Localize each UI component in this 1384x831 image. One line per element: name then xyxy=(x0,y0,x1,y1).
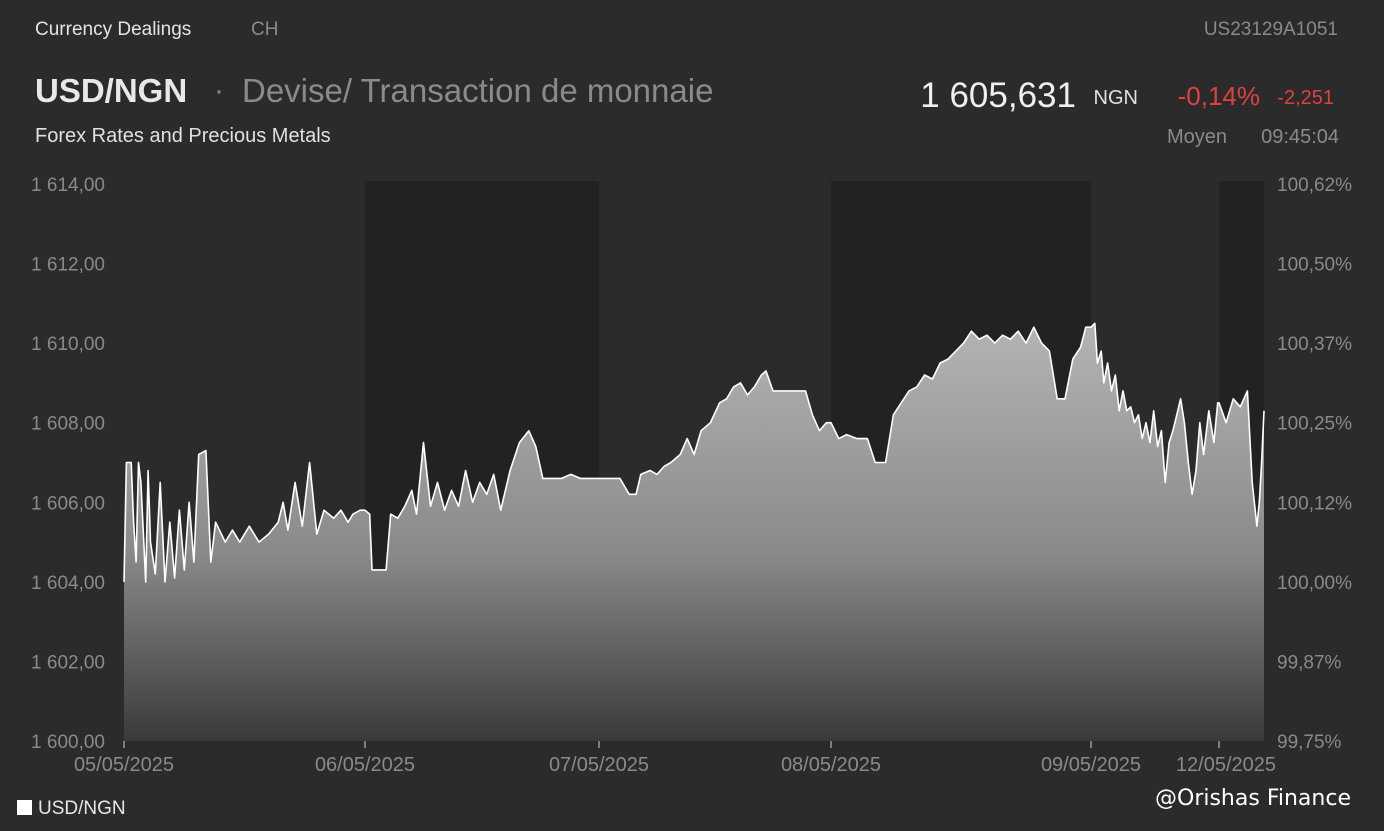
pair-title: USD/NGN xyxy=(35,72,188,109)
price-type: Moyen xyxy=(1166,126,1227,148)
y2-tick-label: 100,37% xyxy=(1277,334,1352,355)
change-percent: -0,14% xyxy=(1177,81,1260,111)
y-tick-label: 1 610,00 xyxy=(31,334,105,355)
x-tick-label: 08/05/2025 xyxy=(781,754,881,776)
watermark: @Orishas Finance xyxy=(1155,786,1351,811)
title-separator: · xyxy=(214,74,224,107)
x-tick-label: 06/05/2025 xyxy=(315,754,415,776)
x-tick-label: 07/05/2025 xyxy=(549,754,649,776)
country-code: CH xyxy=(251,19,279,40)
y-tick-label: 1 606,00 xyxy=(31,493,105,514)
x-tick-label: 05/05/2025 xyxy=(74,754,174,776)
y-tick-label: 1 612,00 xyxy=(31,255,105,276)
y2-tick-label: 100,62% xyxy=(1277,175,1352,196)
y-tick-label: 1 614,00 xyxy=(31,175,105,196)
source-label: Currency Dealings xyxy=(35,19,192,40)
legend-swatch xyxy=(17,800,32,815)
y-tick-label: 1 604,00 xyxy=(31,573,105,594)
y-tick-label: 1 600,00 xyxy=(31,732,105,753)
y2-tick-label: 99,87% xyxy=(1277,652,1342,673)
y2-tick-label: 99,75% xyxy=(1277,732,1342,753)
x-tick-label: 09/05/2025 xyxy=(1041,754,1141,776)
x-tick-label: 12/05/2025 xyxy=(1176,754,1276,776)
legend-label: USD/NGN xyxy=(38,798,126,819)
change-absolute: -2,251 xyxy=(1277,87,1334,109)
y-tick-label: 1 602,00 xyxy=(31,652,105,673)
y2-tick-label: 100,25% xyxy=(1277,414,1352,435)
price-currency: NGN xyxy=(1093,87,1138,109)
y-tick-label: 1 608,00 xyxy=(31,414,105,435)
isin-code: US23129A1051 xyxy=(1203,19,1338,40)
category-label: Forex Rates and Precious Metals xyxy=(35,125,331,147)
y2-tick-label: 100,50% xyxy=(1277,255,1352,276)
y2-tick-label: 100,12% xyxy=(1277,493,1352,514)
instrument-description: Devise/ Transaction de monnaie xyxy=(242,72,714,109)
legend: USD/NGN xyxy=(17,798,126,820)
y2-tick-label: 100,00% xyxy=(1277,573,1352,594)
quote-time: 09:45:04 xyxy=(1261,126,1339,148)
price-area xyxy=(124,323,1264,741)
last-price: 1 605,631 xyxy=(920,76,1076,115)
series-line-usd-ngn xyxy=(123,322,1265,583)
